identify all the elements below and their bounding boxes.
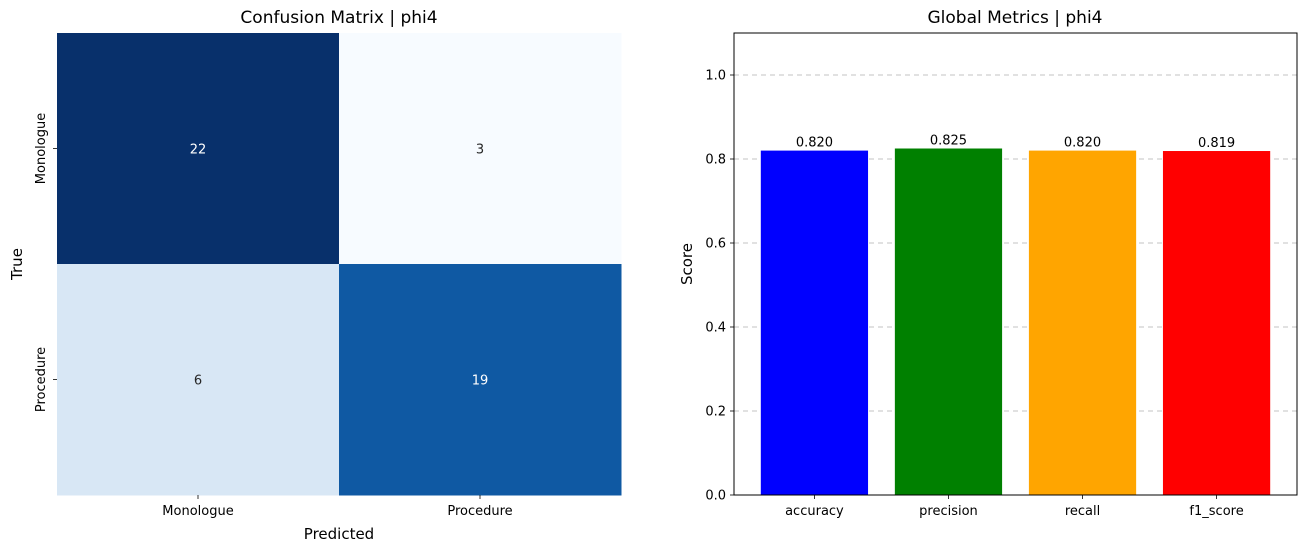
bar-xtick-label: accuracy bbox=[785, 504, 844, 519]
bar-xtick-label: precision bbox=[919, 504, 978, 519]
heatmap-cell bbox=[57, 33, 340, 265]
heatmap-cell-label: 6 bbox=[194, 374, 202, 389]
bar-title: Global Metrics | phi4 bbox=[928, 8, 1103, 28]
bar-value-label: 0.819 bbox=[1198, 136, 1235, 151]
bar-ylabel: Score bbox=[678, 243, 696, 285]
heatmap-xtick-label: Procedure bbox=[447, 504, 512, 519]
heatmap-title: Confusion Matrix | phi4 bbox=[240, 8, 437, 28]
bar-xtick-label: f1_score bbox=[1189, 504, 1243, 519]
bar-ytick-label: 0.0 bbox=[705, 489, 726, 504]
confusion-matrix-chart: Confusion Matrix | phi4 22 3 6 19 Monologue… bbox=[8, 8, 622, 543]
bar-value-label: 0.825 bbox=[930, 134, 967, 149]
bar-marks: 0.820 0.825 0.820 0.819 bbox=[760, 134, 1271, 495]
bar bbox=[1162, 151, 1271, 495]
bar-axes-frame bbox=[733, 32, 1298, 496]
bar-ytick-label: 0.2 bbox=[705, 405, 726, 420]
bar-ytick-label: 0.8 bbox=[705, 153, 726, 168]
heatmap-cell-label: 19 bbox=[472, 374, 489, 389]
bar-ytick-label: 0.6 bbox=[705, 237, 726, 252]
heatmap-ytick-label: Monologue bbox=[34, 113, 49, 184]
bar-value-label: 0.820 bbox=[1064, 136, 1101, 151]
bar-axes: 0.0 0.2 0.4 0.6 0.8 1.0 accuracy precision recal… bbox=[705, 32, 1298, 519]
heatmap-cell-label: 22 bbox=[190, 143, 207, 158]
heatmap-xlabel: Predicted bbox=[304, 525, 374, 543]
global-metrics-chart: Global Metrics | phi4 0.820 0.825 0.820 0.8… bbox=[678, 8, 1298, 519]
bar-value-label: 0.820 bbox=[796, 136, 833, 151]
heatmap-cell bbox=[339, 264, 622, 496]
heatmap-ylabel: True bbox=[8, 248, 26, 281]
bar-xtick-label: recall bbox=[1065, 504, 1100, 519]
heatmap-cell bbox=[57, 264, 340, 496]
heatmap-xtick-label: Monologue bbox=[162, 504, 233, 519]
heatmap-cell-label: 3 bbox=[476, 143, 484, 158]
heatmap-ytick-label: Procedure bbox=[34, 347, 49, 412]
bar-ytick-label: 0.4 bbox=[705, 321, 726, 336]
bar bbox=[894, 148, 1003, 495]
bar bbox=[1028, 150, 1137, 495]
heatmap-cell bbox=[339, 33, 622, 265]
heatmap-axes: Monologue Procedure Monologue Procedure bbox=[34, 113, 513, 519]
heatmap-cells: 22 3 6 19 bbox=[57, 33, 622, 496]
bar-ytick-label: 1.0 bbox=[705, 69, 726, 84]
bar bbox=[760, 150, 869, 495]
